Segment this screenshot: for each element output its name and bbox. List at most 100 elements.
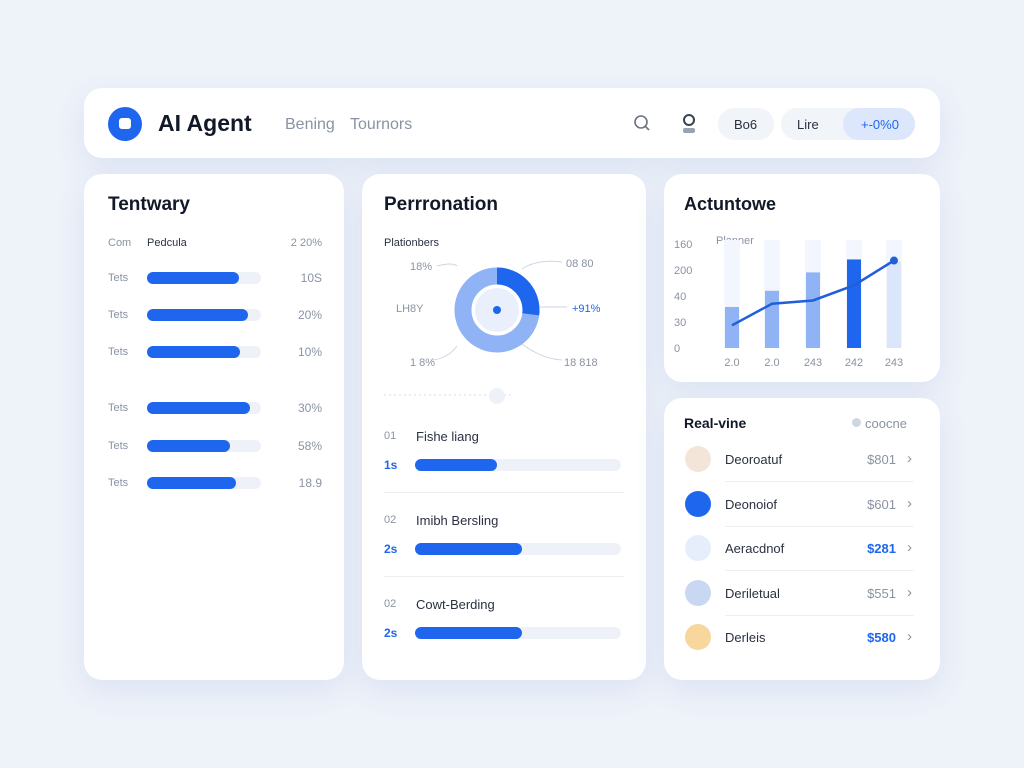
donut-label: 18 818 bbox=[564, 357, 598, 369]
avatar bbox=[685, 535, 711, 561]
item-sub: 2s bbox=[384, 542, 398, 556]
card-title: Perrronation bbox=[384, 194, 499, 215]
line bbox=[731, 259, 895, 327]
row-label: Tets bbox=[108, 402, 129, 414]
x-label: 2.0 bbox=[724, 357, 739, 369]
progress-track bbox=[147, 440, 261, 452]
progress-bar bbox=[147, 346, 241, 358]
line-end bbox=[890, 256, 898, 265]
avatar bbox=[685, 624, 711, 650]
row-value: 58% bbox=[297, 439, 322, 453]
progress-track bbox=[415, 627, 621, 639]
avatar bbox=[685, 579, 711, 606]
row-label: Tets bbox=[108, 440, 129, 452]
bar bbox=[847, 259, 861, 348]
avatar bbox=[685, 446, 711, 472]
bar bbox=[725, 306, 739, 348]
row-label: Tets bbox=[108, 272, 129, 284]
x-label: 2.0 bbox=[764, 357, 779, 369]
donut-label: 18% bbox=[410, 261, 432, 273]
progress-track bbox=[147, 402, 261, 414]
subtitle: Plationbers bbox=[384, 237, 440, 249]
row-value: 20% bbox=[297, 308, 322, 322]
status: coocne bbox=[865, 416, 907, 431]
item-title: Cowt-Berding bbox=[416, 597, 495, 612]
progress-track bbox=[415, 459, 621, 471]
button[interactable]: Bo6 bbox=[718, 108, 774, 140]
x-label: 242 bbox=[845, 357, 863, 369]
item-number: 02 bbox=[384, 514, 397, 526]
progress-bar bbox=[415, 627, 523, 639]
x-label: 243 bbox=[885, 357, 903, 369]
row-name: Deoroatuf bbox=[725, 452, 783, 467]
donut-chart: 18% 08 80 +91% 18 818 1 8% LH8Y bbox=[384, 258, 601, 404]
app-title: AI Agent bbox=[158, 110, 252, 136]
row-label: Tets bbox=[108, 346, 129, 358]
toggle-label: +-0%0 bbox=[861, 117, 899, 132]
row-amount: $580 bbox=[867, 630, 896, 645]
divider bbox=[384, 492, 624, 493]
y-label: 0 bbox=[674, 343, 680, 355]
y-label: 160 bbox=[674, 239, 692, 251]
progress-track bbox=[147, 477, 261, 489]
row-amount: $281 bbox=[867, 541, 896, 556]
progress-bar bbox=[415, 459, 498, 471]
nav-link[interactable]: Tournors bbox=[350, 116, 413, 133]
divider bbox=[725, 525, 914, 527]
row-value: 10S bbox=[300, 271, 322, 285]
row-value: 10% bbox=[297, 345, 322, 359]
divider bbox=[725, 614, 914, 616]
y-label: 200 bbox=[674, 265, 692, 277]
card: Perrronation Plationbers 18% 08 80 +91% 18 … bbox=[362, 174, 646, 680]
avatar bbox=[685, 490, 711, 517]
row-name: Derleis bbox=[725, 630, 766, 645]
progress-bar bbox=[147, 477, 236, 489]
card: Actuntowe 16020040300Planner2.02.0243242… bbox=[664, 174, 940, 382]
bar bbox=[765, 290, 779, 348]
card-title: Real-vine bbox=[684, 415, 747, 431]
button-label: Bo6 bbox=[734, 117, 758, 132]
divider bbox=[725, 481, 914, 482]
donut-segment bbox=[454, 267, 540, 353]
donut-label: LH8Y bbox=[396, 303, 424, 315]
donut-label: 1 8% bbox=[410, 357, 435, 369]
row-amount: $601 bbox=[867, 496, 896, 512]
item-number: 02 bbox=[384, 598, 397, 610]
progress-track bbox=[147, 309, 261, 321]
progress-bar bbox=[147, 309, 249, 321]
bar bbox=[887, 261, 901, 348]
icons bbox=[634, 114, 695, 133]
progress-bar bbox=[147, 440, 231, 452]
toggle[interactable]: Lire +-0%0 bbox=[781, 108, 915, 140]
x-label: 243 bbox=[804, 357, 822, 369]
row-name: Deriletual bbox=[725, 585, 780, 601]
item-title: Imibh Bersling bbox=[416, 513, 499, 528]
progress-track bbox=[147, 272, 261, 284]
divider bbox=[384, 576, 624, 577]
chevron: › bbox=[907, 539, 912, 556]
column-header: Com bbox=[108, 237, 132, 249]
row-amount: $801 bbox=[867, 452, 896, 467]
row-label: Tets bbox=[108, 477, 129, 489]
card: Real-vine coocne Deoroatuf $801 › Deonoiof $… bbox=[664, 398, 940, 680]
progress-bar bbox=[147, 402, 250, 414]
row-amount: $551 bbox=[867, 585, 896, 601]
donut-label: 08 80 bbox=[566, 258, 594, 270]
logo bbox=[108, 107, 142, 141]
toggle-label: Lire bbox=[797, 117, 819, 132]
card-title: Tentwary bbox=[108, 194, 191, 215]
item-number: 01 bbox=[384, 430, 397, 442]
header: AI Agent Bening Tournors Bo6 Lire +-0%0 bbox=[84, 88, 940, 158]
donut-dot bbox=[493, 306, 501, 314]
item-title: Fishe liang bbox=[416, 429, 479, 444]
progress-bar bbox=[415, 543, 523, 555]
progress-track bbox=[147, 346, 261, 358]
nav-link[interactable]: Bening bbox=[285, 116, 335, 133]
progress-track bbox=[415, 543, 621, 555]
bar bbox=[806, 272, 820, 348]
donut-label: +91% bbox=[572, 303, 601, 315]
chevron: › bbox=[907, 583, 912, 601]
item-sub: 1s bbox=[384, 458, 398, 472]
